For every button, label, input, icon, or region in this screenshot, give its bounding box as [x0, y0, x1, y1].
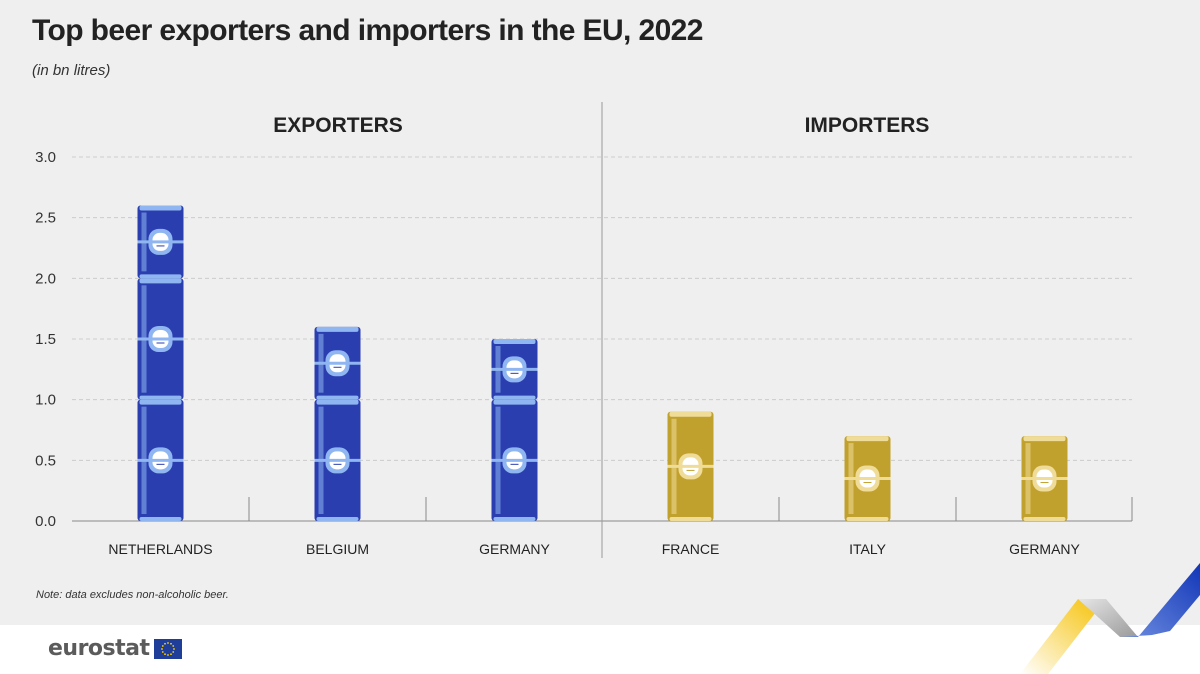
chart-title: Top beer exporters and importers in the … [32, 14, 703, 47]
y-tick-label: 2.0 [35, 270, 56, 287]
eu-flag-icon [153, 638, 182, 659]
bar [491, 339, 538, 521]
x-tick-label: FRANCE [662, 541, 720, 557]
group-label: IMPORTERS [805, 114, 930, 137]
beer-can-icon [1021, 436, 1068, 521]
x-tick-label: ITALY [849, 541, 886, 557]
eurostat-wordmark: eurostat [48, 636, 150, 661]
beer-can-icon [667, 411, 714, 521]
beer-can-icon [491, 339, 538, 400]
beer-can-icon [314, 326, 361, 400]
group-label: EXPORTERS [273, 114, 403, 137]
y-tick-label: 0.5 [35, 452, 56, 469]
beer-can-icon [137, 278, 184, 400]
x-tick-label: NETHERLANDS [108, 541, 212, 557]
beer-can-icon [137, 399, 184, 521]
bar [137, 205, 184, 521]
bar [1021, 436, 1068, 521]
beer-can-icon [491, 399, 538, 521]
bar [844, 436, 891, 521]
y-tick-label: 3.0 [35, 149, 56, 166]
beer-can-icon [137, 205, 184, 279]
x-tick-label: BELGIUM [306, 541, 369, 557]
y-tick-label: 0.0 [35, 513, 56, 530]
footnote: Note: data excludes non-alcoholic beer. [36, 589, 229, 601]
beer-can-icon [314, 399, 361, 521]
y-tick-label: 1.5 [35, 331, 56, 348]
x-tick-label: GERMANY [479, 541, 550, 557]
x-tick-label: GERMANY [1009, 541, 1080, 557]
bar [667, 411, 714, 521]
corner-decoration [1020, 563, 1200, 674]
eurostat-logo: eurostat [48, 636, 182, 661]
y-tick-label: 1.0 [35, 392, 56, 409]
chart-subtitle: (in bn litres) [32, 62, 111, 79]
y-tick-label: 2.5 [35, 210, 56, 227]
beer-can-icon [844, 436, 891, 521]
bar [314, 326, 361, 521]
beer-chart: 0.0 0.5 1.0 1.5 2.0 2.5 3.0 EXPORTERS NETHERLAND… [35, 102, 1133, 558]
